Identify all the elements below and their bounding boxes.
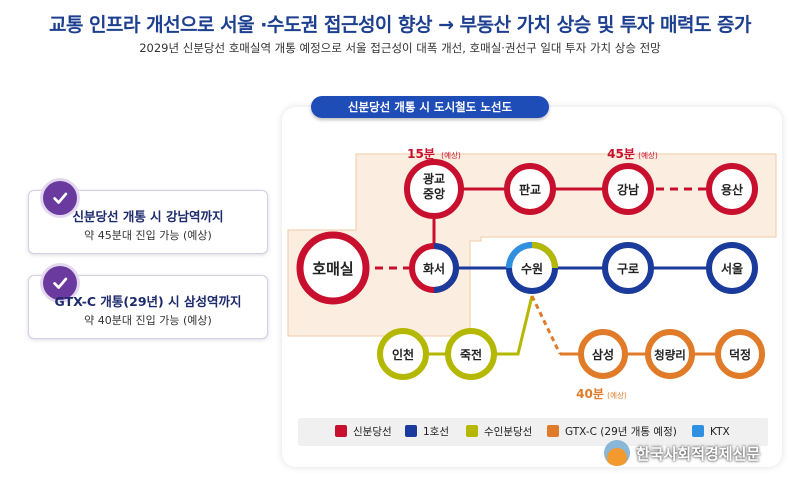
station-label: 호매실 (312, 260, 353, 278)
station-seoul: 서울 (706, 242, 758, 294)
station-label: 화서 (423, 261, 445, 276)
travel-time-gangnam: 45분 (607, 147, 635, 161)
globe-icon (604, 440, 630, 466)
travel-time-gwanggyo: 15분 (407, 147, 435, 161)
station-label: 광교 중앙 (423, 171, 445, 201)
route-map-header: 신분당선 개통 시 도시철도 노선도 (311, 96, 549, 118)
line-suin (403, 295, 534, 356)
legend-swatch-gtxc (547, 425, 559, 437)
travel-time-note: (예상) (638, 150, 658, 160)
legend-swatch-suin (466, 425, 478, 437)
station-label: 구로 (617, 262, 639, 276)
station-label: 용산 (721, 182, 743, 197)
benefit-card-gtxc: GTX-C 개통(29년) 시 삼성역까지 약 40분대 진입 가능 (예상) (28, 266, 268, 339)
station-yongsan: 용산 (706, 163, 758, 215)
station-gwanggyo: 광교 중앙 (404, 159, 464, 219)
legend-swatch-line1 (405, 425, 417, 437)
page-subtitle: 2029년 신분당선 호매실역 개통 예정으로 서울 접근성이 대폭 개선, 호… (139, 41, 661, 55)
legend-swatch-shinbundang (335, 425, 347, 437)
station-label: 덕정 (729, 347, 751, 362)
station-jukjeon: 죽전 (445, 328, 497, 380)
publisher-name: 한국사회적경제신문 (636, 444, 761, 463)
check-icon (43, 181, 77, 215)
legend-label: 1호선 (423, 426, 449, 438)
station-suwon: 수원 (506, 242, 558, 294)
legend-label: 수인분당선 (484, 426, 532, 438)
page-title: 교통 인프라 개선으로 서울 ·수도권 접근성이 향상 → 부동산 가치 상승 … (48, 14, 752, 36)
travel-time-note: (예상) (441, 150, 461, 160)
station-label: 서울 (721, 261, 743, 276)
travel-time-note: (예상) (607, 390, 627, 400)
card-description: 약 40분대 진입 가능 (예상) (84, 314, 212, 327)
station-label: 수원 (521, 262, 543, 276)
station-pangyo: 판교 (504, 163, 556, 215)
legend: 신분당선 1호선 수인분당선 GTX-C (29년 개통 예정) KTX (298, 418, 768, 446)
station-label: 삼성 (592, 347, 614, 362)
station-label: 강남 (617, 182, 639, 197)
station-label: 청량리 (654, 348, 686, 362)
station-label: 판교 (519, 182, 541, 197)
legend-swatch-ktx (692, 425, 704, 437)
station-label: 죽전 (460, 347, 482, 362)
legend-label: GTX-C (29년 개통 예정) (565, 425, 677, 438)
line-gtxc-dashed-suwon (530, 295, 562, 355)
station-cheongnyangni: 청량리 (645, 329, 695, 379)
station-homaesil: 호매실 (296, 231, 370, 305)
card-title: GTX-C 개통(29년) 시 삼성역까지 (54, 294, 242, 309)
card-title: 신분당선 개통 시 강남역까지 (72, 209, 224, 224)
legend-label: KTX (710, 426, 730, 438)
station-samseong: 삼성 (578, 329, 628, 379)
station-incheon: 인천 (377, 328, 429, 380)
card-description: 약 45분대 진입 가능 (예상) (84, 229, 212, 242)
check-icon (43, 266, 77, 300)
publisher-logo: 한국사회적경제신문 (604, 440, 760, 466)
station-hwaseo: 화서 (409, 243, 459, 293)
station-label: 인천 (392, 347, 414, 362)
station-gangnam: 강남 (602, 163, 654, 215)
benefit-card-shinbundang: 신분당선 개통 시 강남역까지 약 45분대 진입 가능 (예상) (28, 181, 268, 254)
station-guro: 구로 (602, 242, 654, 294)
legend-label: 신분당선 (353, 426, 392, 438)
travel-time-samseong: 40분 (576, 387, 604, 401)
station-deokjeong: 덕정 (715, 329, 765, 379)
